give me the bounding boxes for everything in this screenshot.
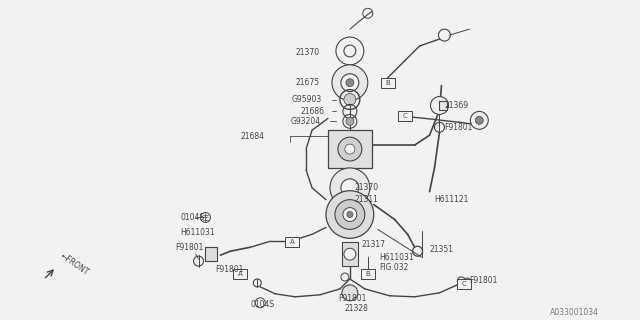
Text: 21351: 21351 [429,245,454,254]
Circle shape [338,137,362,161]
Circle shape [476,116,483,124]
Bar [397,111,412,121]
Text: 21370: 21370 [295,48,319,57]
Text: H611121: H611121 [435,195,469,204]
Circle shape [342,285,358,301]
Text: H611031: H611031 [380,253,414,262]
Text: 0104S: 0104S [180,213,205,222]
Text: 21675: 21675 [295,78,319,87]
Circle shape [335,200,365,229]
Bar [328,130,372,168]
Circle shape [344,93,356,106]
Circle shape [345,144,355,154]
Text: B: B [365,271,370,277]
Text: G95903: G95903 [292,95,323,104]
Text: 21370: 21370 [355,183,379,192]
Bar [205,247,218,261]
Circle shape [470,111,488,129]
Circle shape [344,248,356,260]
Circle shape [346,117,354,125]
Bar [342,242,358,266]
Circle shape [341,179,359,197]
Circle shape [326,191,374,238]
Text: C: C [462,281,467,287]
Text: 21311: 21311 [355,195,379,204]
Text: B: B [385,80,390,86]
Bar [458,279,471,289]
Text: C: C [403,113,407,119]
Circle shape [343,208,357,221]
Circle shape [332,65,368,100]
Text: A: A [290,239,294,245]
Circle shape [336,37,364,65]
Circle shape [344,45,356,57]
Text: FIG.032: FIG.032 [380,263,409,272]
Bar [285,237,299,247]
Bar [381,78,395,88]
Text: 21369: 21369 [444,101,468,110]
Text: F91801: F91801 [444,123,473,132]
Text: 0104S: 0104S [250,300,275,309]
Text: 21684: 21684 [241,132,264,141]
Text: F91801: F91801 [338,294,366,303]
Text: ←FRONT: ←FRONT [58,251,90,277]
Text: 21317: 21317 [362,240,386,249]
Text: F91801: F91801 [469,276,498,285]
Text: A: A [238,271,243,277]
Bar [234,269,247,279]
Text: 21328: 21328 [345,304,369,313]
Bar [361,269,375,279]
Circle shape [346,79,354,87]
Circle shape [431,97,449,114]
Circle shape [330,168,370,208]
Text: F91801: F91801 [175,243,204,252]
Bar [440,100,447,110]
Circle shape [347,212,353,218]
Circle shape [341,74,359,92]
Text: H611031: H611031 [180,228,215,237]
Text: F91801: F91801 [216,265,244,274]
Text: G93204: G93204 [290,117,320,126]
Text: A033001034: A033001034 [550,308,599,317]
Text: 21686: 21686 [300,107,324,116]
